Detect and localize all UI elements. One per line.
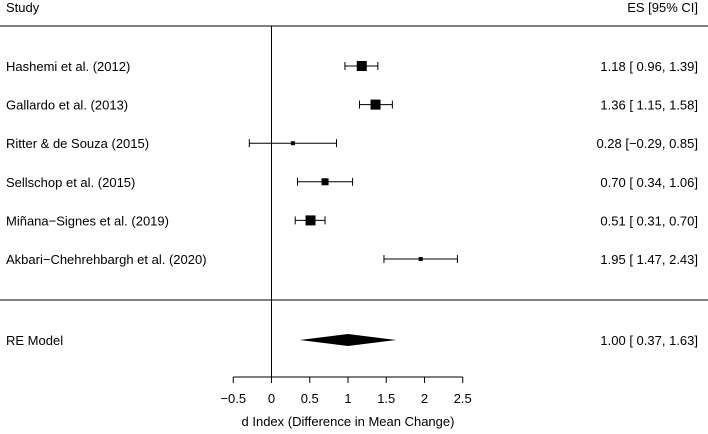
- x-tick-label: 1.5: [377, 391, 395, 406]
- summary-diamond: [299, 334, 397, 346]
- x-tick-label: 0: [268, 391, 275, 406]
- es-ci-value: 0.28 [−0.29, 0.85]: [596, 136, 698, 151]
- header-es: ES [95% CI]: [627, 0, 698, 15]
- effect-size-marker: [418, 257, 423, 261]
- es-ci-value: 1.36 [ 1.15, 1.58]: [600, 98, 698, 113]
- es-ci-value: 0.51 [ 0.31, 0.70]: [600, 213, 698, 228]
- x-tick-label: 0.5: [301, 391, 319, 406]
- study-label: Ritter & de Souza (2015): [6, 136, 149, 151]
- es-ci-value: 1.95 [ 1.47, 2.43]: [600, 252, 698, 267]
- es-ci-value: 1.18 [ 0.96, 1.39]: [600, 59, 698, 74]
- study-row: Hashemi et al. (2012) 1.18 [ 0.96, 1.39]: [6, 59, 698, 74]
- es-ci-value: 0.70 [ 0.34, 1.06]: [600, 175, 698, 190]
- header-study: Study: [6, 0, 40, 15]
- summary-es-ci-value: 1.00 [ 0.37, 1.63]: [600, 333, 698, 348]
- summary-label: RE Model: [6, 333, 63, 348]
- effect-size-marker: [370, 99, 381, 110]
- x-tick-label: 1: [344, 391, 351, 406]
- study-row: Ritter & de Souza (2015) 0.28 [−0.29, 0.8…: [6, 136, 698, 151]
- effect-size-marker: [290, 141, 295, 146]
- x-tick-label: −0.5: [220, 391, 246, 406]
- study-label: Gallardo et al. (2013): [6, 98, 128, 113]
- study-label: Hashemi et al. (2012): [6, 59, 130, 74]
- study-row: Akbari−Chehrehbargh et al. (2020) 1.95 [ …: [6, 252, 698, 267]
- effect-size-marker: [356, 61, 367, 71]
- x-axis-label: d Index (Difference in Mean Change): [242, 414, 455, 429]
- x-tick-label: 2.5: [454, 391, 472, 406]
- effect-size-marker: [305, 215, 316, 226]
- study-row: Miñana−Signes et al. (2019) 0.51 [ 0.31, …: [6, 213, 698, 228]
- study-row: Sellschop et al. (2015) 0.70 [ 0.34, 1.06…: [6, 175, 698, 190]
- effect-size-marker: [321, 178, 329, 186]
- study-label: Miñana−Signes et al. (2019): [6, 213, 169, 228]
- study-label: Akbari−Chehrehbargh et al. (2020): [6, 252, 207, 267]
- study-row: Gallardo et al. (2013) 1.36 [ 1.15, 1.58]: [6, 98, 698, 113]
- study-label: Sellschop et al. (2015): [6, 175, 135, 190]
- x-tick-label: 2: [421, 391, 428, 406]
